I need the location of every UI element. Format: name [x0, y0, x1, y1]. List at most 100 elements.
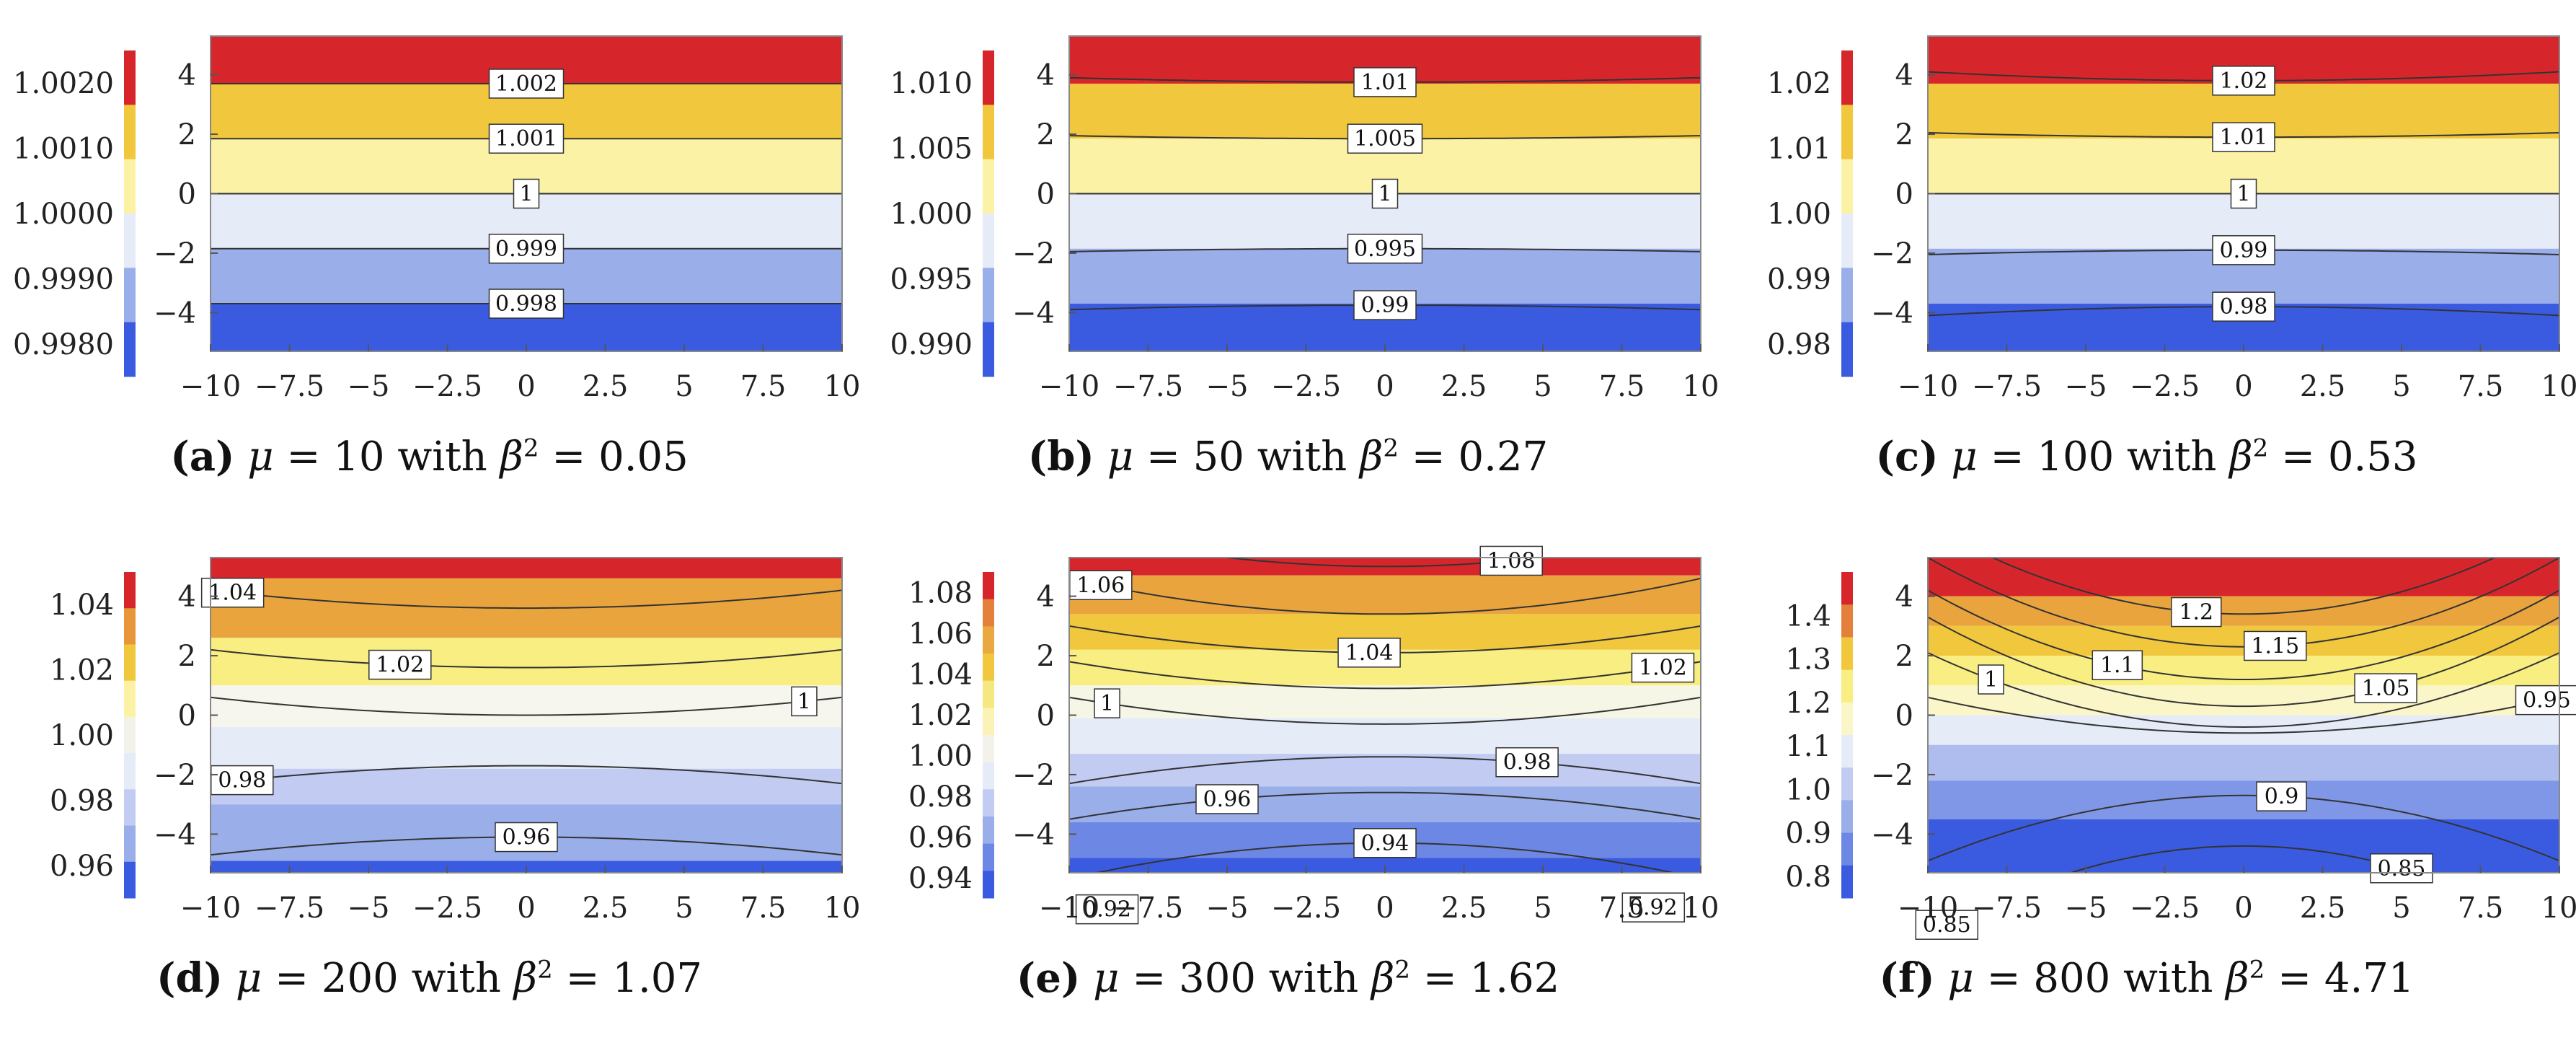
colorbar-tick-label: 1.01 [1767, 133, 1831, 166]
panel-a: 1.0020 1.0010 1.0000 0.9990 0.9980 1.002 1.001… [0, 0, 860, 522]
colorbar-tick-label: 0.995 [890, 263, 973, 296]
y-tick-label: −4 [154, 818, 196, 851]
caption-mu-symbol: μ [247, 434, 274, 480]
colorbar-tick-label: 1.3 [1785, 643, 1831, 677]
contour-label: 1 [797, 689, 811, 714]
x-tick-label: 0 [2234, 892, 2252, 925]
contour-band [1069, 575, 1701, 615]
y-tick-label: 2 [178, 640, 196, 673]
caption-mu-symbol: μ [1951, 434, 1978, 480]
colorbar-segment [1841, 735, 1853, 768]
caption-beta-symbol: β [2229, 434, 2253, 480]
caption-with: with [2123, 955, 2213, 1002]
y-tick-label: −2 [1871, 759, 1913, 792]
contour-label-box [368, 649, 432, 680]
contour-band [211, 558, 842, 578]
contour-label-box [2212, 66, 2275, 96]
x-tick-label: −5 [1206, 370, 1249, 403]
caption-beta-value: 0.53 [2327, 434, 2418, 480]
contour-label: 1.1 [2100, 653, 2135, 678]
caption: (e) μ = 300 with β2 = 1.62 [1016, 954, 1560, 1002]
colorbar-segment [983, 653, 994, 682]
colorbar-segment [124, 268, 136, 323]
panel-e: 1.08 1.06 1.04 1.02 1.00 0.98 0.96 0.94 1.06 1.08… [859, 522, 1719, 1043]
panel-b: 1.010 1.005 1.000 0.995 0.990 1.01 1.005 1 0.995… [859, 0, 1719, 522]
colorbar-tick-label: 1.00 [50, 719, 114, 752]
colorbar-tick-label: 1.2 [1785, 687, 1831, 720]
colorbar-segment [983, 572, 994, 600]
contour-label: 0.998 [495, 291, 557, 317]
contour-band [1928, 625, 2559, 656]
x-tick-label: −10 [180, 892, 241, 925]
caption-mu-symbol: μ [235, 955, 262, 1002]
x-tick-label: 10 [1683, 892, 1719, 925]
caption-mu-value: 100 [2037, 434, 2115, 480]
colorbar-segment [124, 861, 136, 899]
caption-beta-symbol: β [513, 955, 538, 1002]
x-tick-label: 2.5 [1441, 370, 1487, 403]
colorbar-segment [1841, 50, 1853, 105]
colorbar-segment [983, 268, 994, 323]
colorbar-tick-label: 1.0000 [13, 198, 114, 231]
contour-line [1928, 589, 2559, 680]
x-tick-label: 7.5 [2458, 370, 2504, 403]
contour-label-box [1075, 894, 1139, 925]
contour-label: 0.85 [1923, 912, 1971, 938]
colorbar-segment [1841, 604, 1853, 638]
colorbar-segment [983, 843, 994, 871]
colorbar-segment [1841, 669, 1853, 703]
caption-letter: (e) [1016, 954, 1081, 1002]
caption-with: with [2127, 434, 2217, 480]
contour-line [1069, 756, 1701, 785]
x-tick-label: −2.5 [2130, 370, 2200, 403]
y-tick-label: 0 [1037, 178, 1055, 211]
x-tick-label: −5 [1206, 892, 1249, 925]
contour-line [1928, 696, 2559, 734]
contour-label-box [2244, 630, 2307, 661]
caption-beta-symbol: β [1371, 955, 1395, 1002]
contour-band [1069, 754, 1701, 787]
contour-band [1069, 685, 1701, 718]
colorbar-segment [124, 825, 136, 863]
colorbar-segment [124, 159, 136, 214]
x-tick-label: 0 [2234, 370, 2252, 403]
contour-label: 1 [2236, 182, 2250, 207]
contour-band [1928, 744, 2559, 781]
x-tick-label: 2.5 [583, 370, 629, 403]
colorbar-segment [1841, 268, 1853, 323]
colorbar-segment [124, 644, 136, 682]
contour-label-box [1347, 123, 1423, 154]
x-tick-label: 0 [517, 370, 535, 403]
colorbar-segment [1841, 105, 1853, 160]
x-tick-label: 0 [517, 892, 535, 925]
contour-label-box [1631, 652, 1695, 683]
caption-mu-value: 800 [2033, 955, 2111, 1002]
colorbar-tick-label: 0.98 [908, 780, 973, 814]
contour-label-box [1479, 545, 1543, 576]
contour-label-box [488, 123, 565, 154]
colorbar-tick-label: 1.000 [890, 198, 973, 231]
x-tick-label: −7.5 [1972, 370, 2042, 403]
contour-label: 1.005 [1354, 126, 1416, 151]
contour-label-box [200, 577, 265, 608]
x-tick-label: 5 [675, 892, 693, 925]
contour-band [211, 768, 842, 805]
colorbar-segment [124, 753, 136, 790]
x-tick-label: 5 [2392, 892, 2410, 925]
caption-mu-value: 50 [1192, 434, 1244, 480]
colorbar-segment [124, 50, 136, 105]
contour-label: 1.02 [2220, 69, 2268, 94]
contour-line [1928, 558, 2559, 648]
y-tick-label: 0 [1895, 700, 1913, 733]
contour-band [1928, 596, 2559, 626]
caption-beta-value: 1.07 [612, 955, 703, 1002]
x-tick-label: 10 [1683, 370, 1719, 403]
colorbar-segment [124, 608, 136, 645]
colorbar-segment [124, 680, 136, 718]
contour-band [211, 638, 842, 686]
y-tick-label: −4 [1871, 296, 1913, 330]
contour-label-box [2092, 650, 2143, 680]
contour-line [211, 589, 842, 609]
x-tick-label: −10 [1898, 370, 1958, 403]
contour-label: 0.95 [2523, 688, 2571, 713]
